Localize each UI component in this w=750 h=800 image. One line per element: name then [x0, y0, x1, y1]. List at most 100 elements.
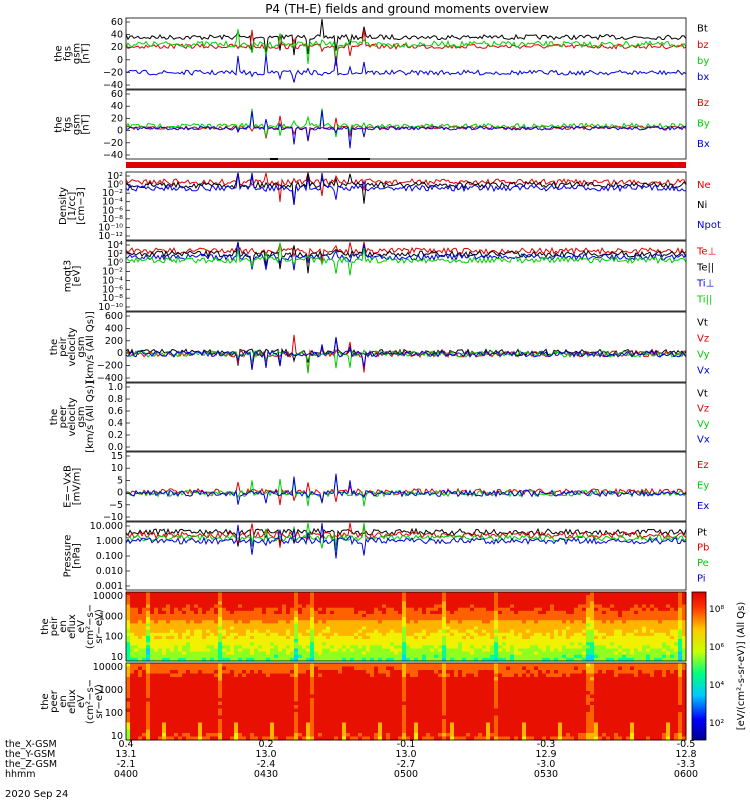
heatmap-cell — [682, 601, 687, 605]
heatmap-cell — [158, 677, 163, 681]
heatmap-cell — [614, 610, 619, 615]
heatmap-cell — [134, 687, 139, 692]
heatmap-cell — [166, 722, 171, 727]
heatmap-cell — [566, 620, 571, 624]
heatmap-cell — [266, 607, 271, 612]
heatmap-cell — [282, 657, 287, 662]
heatmap-cell — [246, 670, 251, 674]
heatmap-cell — [426, 642, 431, 646]
heatmap-cell — [330, 642, 335, 646]
heatmap-cell — [358, 726, 363, 730]
heatmap-cell — [142, 645, 147, 649]
heatmap-cell — [278, 698, 283, 702]
heatmap-cell — [174, 601, 179, 605]
heatmap-cell — [374, 670, 379, 674]
heatmap-cell — [178, 712, 183, 716]
heatmap-cell — [374, 626, 379, 631]
heatmap-cell — [382, 712, 387, 716]
heatmap-cell — [422, 712, 427, 716]
heatmap-cell — [634, 635, 639, 640]
heatmap-cell — [606, 654, 611, 659]
heatmap-cell — [382, 684, 387, 688]
heatmap-cell — [338, 607, 343, 612]
heatmap-cell — [630, 601, 635, 605]
heatmap-cell — [410, 733, 415, 737]
heatmap-cell — [366, 654, 371, 659]
heatmap-cell — [378, 607, 383, 612]
heatmap-cell — [258, 712, 263, 716]
heatmap-cell — [414, 712, 419, 716]
heatmap-cell — [166, 639, 171, 643]
ytick-label: 0 — [117, 126, 123, 137]
heatmap-cell — [138, 635, 143, 640]
heatmap-cell — [498, 598, 503, 602]
heatmap-cell — [522, 639, 527, 643]
heatmap-cell — [302, 595, 307, 599]
heatmap-cell — [514, 657, 519, 662]
heatmap-cell — [342, 595, 347, 599]
heatmap-cell — [630, 607, 635, 612]
heatmap-cell — [186, 648, 191, 653]
heatmap-cell — [306, 595, 311, 599]
heatmap-cell — [398, 645, 403, 649]
heatmap-cell — [330, 601, 335, 605]
heatmap-cell — [206, 684, 211, 688]
heatmap-cell — [610, 617, 615, 621]
heatmap-cell — [410, 614, 415, 618]
heatmap-cell — [222, 729, 227, 734]
heatmap-cell — [290, 705, 295, 709]
heatmap-cell — [490, 651, 495, 656]
heatmap-cell — [194, 635, 199, 640]
heatmap-cell — [394, 648, 399, 653]
heatmap-cell — [150, 632, 155, 637]
heatmap-cell — [230, 666, 235, 671]
heatmap-cell — [414, 614, 419, 618]
heatmap-cell — [134, 673, 139, 678]
ytick-label: 40 — [111, 101, 123, 112]
heatmap-cell — [254, 657, 259, 662]
heatmap-cell — [634, 642, 639, 646]
heatmap-cell — [590, 623, 595, 627]
heatmap-cell — [574, 657, 579, 662]
heatmap-cell — [314, 632, 319, 637]
heatmap-cell — [126, 601, 131, 605]
heatmap-cell — [238, 677, 243, 681]
heatmap-cell — [242, 705, 247, 709]
heatmap-cell — [246, 722, 251, 727]
heatmap-cell — [246, 623, 251, 627]
heatmap-cell — [270, 677, 275, 681]
heatmap-cell — [562, 639, 567, 643]
heatmap-cell — [510, 623, 515, 627]
heatmap-cell — [558, 645, 563, 649]
heatmap-cell — [446, 617, 451, 621]
heatmap-cell — [298, 610, 303, 615]
heatmap-cell — [314, 657, 319, 662]
heatmap-cell — [166, 698, 171, 702]
heatmap-cell — [250, 626, 255, 631]
heatmap-cell — [242, 595, 247, 599]
heatmap-cell — [566, 607, 571, 612]
heatmap-cell — [330, 701, 335, 706]
heatmap-cell — [674, 620, 679, 624]
heatmap-cell — [194, 733, 199, 737]
heatmap-cell — [334, 651, 339, 656]
heatmap-cell — [346, 635, 351, 640]
heatmap-cell — [554, 635, 559, 640]
heatmap-cell — [534, 642, 539, 646]
heatmap-cell — [466, 629, 471, 634]
heatmap-cell — [266, 715, 271, 720]
heatmap-cell — [682, 651, 687, 656]
heatmap-cell — [354, 645, 359, 649]
heatmap-cell — [618, 632, 623, 637]
heatmap-cell — [382, 705, 387, 709]
heatmap-cell — [194, 701, 199, 706]
heatmap-cell — [566, 626, 571, 631]
heatmap-cell — [386, 705, 391, 709]
heatmap-cell — [294, 733, 299, 737]
heatmap-cell — [322, 623, 327, 627]
heatmap-cell — [622, 639, 627, 643]
heatmap-cell — [322, 620, 327, 624]
heatmap-cell — [422, 670, 427, 674]
heatmap-cell — [350, 620, 355, 624]
heatmap-cell — [366, 607, 371, 612]
